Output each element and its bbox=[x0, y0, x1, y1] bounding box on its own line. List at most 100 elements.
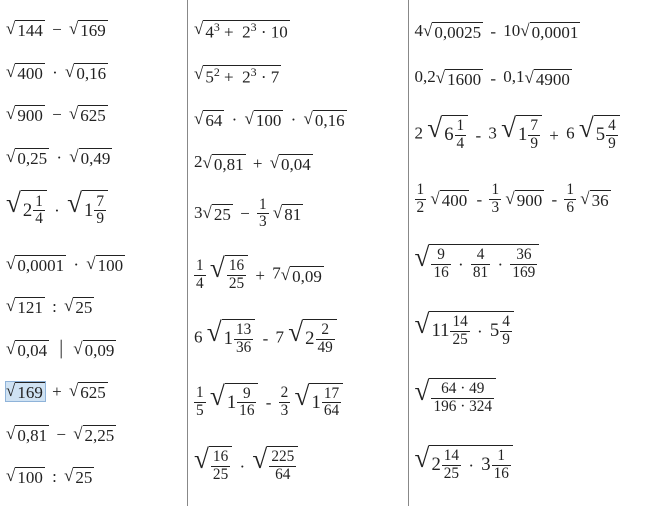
whole: 2 bbox=[23, 200, 32, 221]
radicand: 625 bbox=[78, 105, 108, 124]
column-1: √144 − √169 √400 · √0,16 √900 − √625 √0,… bbox=[0, 0, 188, 506]
num: 16 bbox=[211, 449, 230, 467]
den: 5 bbox=[194, 403, 206, 420]
num: 1 bbox=[489, 182, 501, 200]
op-dot: · bbox=[239, 457, 245, 476]
den: 16 bbox=[237, 403, 256, 420]
whole: 1 bbox=[224, 328, 233, 349]
coef: 7 bbox=[272, 264, 281, 283]
op-minus: − bbox=[52, 105, 62, 124]
radicand: 81 bbox=[282, 204, 303, 223]
num: 7 bbox=[94, 194, 106, 212]
den: 4 bbox=[194, 276, 206, 293]
column-3: 4√0,0025 - 10√0,0001 0,2√1600 - 0,1√4900… bbox=[409, 0, 651, 506]
den: 49 bbox=[316, 340, 335, 357]
op-dot: · bbox=[73, 255, 79, 274]
op-dot: · bbox=[54, 201, 60, 220]
den: 9 bbox=[606, 136, 618, 153]
radicand: 100 bbox=[15, 467, 45, 486]
den: 36 bbox=[234, 340, 253, 357]
op-minus: - bbox=[490, 22, 496, 41]
radicand: 36 bbox=[590, 190, 611, 209]
num: 7 bbox=[528, 118, 540, 136]
radicand: 0,0025 bbox=[432, 22, 483, 41]
coef: 0,1 bbox=[503, 67, 524, 86]
num: 36 bbox=[510, 247, 537, 265]
expr: √144 − √169 bbox=[6, 16, 181, 42]
den: 4 bbox=[455, 136, 467, 153]
expr: √0,81 − √2,25 bbox=[6, 421, 181, 447]
column-2: √43 + 23 · 10 √52 + 23 · 7 √64 · √100 · … bbox=[188, 0, 409, 506]
den: 4 bbox=[33, 211, 45, 228]
num: 1 bbox=[194, 258, 206, 276]
op-plus: + bbox=[253, 154, 263, 173]
expr: √ 21425 · 3116 bbox=[415, 442, 645, 488]
radicand: 4900 bbox=[534, 69, 572, 88]
radicand: 169 bbox=[78, 20, 108, 39]
num: 1 bbox=[455, 118, 467, 136]
den: 9 bbox=[528, 136, 540, 153]
expr: 2√0,81 + √0,04 bbox=[194, 150, 402, 176]
radicand: 169 bbox=[15, 382, 45, 401]
expr: √0,0001 · √100 bbox=[6, 251, 181, 277]
coef: 2 bbox=[415, 124, 424, 143]
den: 81 bbox=[471, 265, 490, 282]
op-bar: ⏐ bbox=[56, 340, 66, 359]
expr: √121 : √25 bbox=[6, 294, 181, 320]
radicand: 43 + 23 · 10 bbox=[203, 20, 289, 41]
radicand: 0,25 bbox=[15, 148, 49, 167]
den: 3 bbox=[257, 214, 269, 231]
expr: 15 √1916 - 23 √11764 bbox=[194, 380, 402, 426]
expr: √100 : √25 bbox=[6, 464, 181, 490]
whole: 2 bbox=[431, 454, 440, 475]
den: 2 bbox=[415, 200, 427, 217]
num: 4 bbox=[471, 247, 490, 265]
op-minus: − bbox=[52, 20, 62, 39]
expr: 3√25 − 13 √81 bbox=[194, 194, 402, 235]
expr: 14 √1625 + 7√0,09 bbox=[194, 252, 402, 298]
coef: 7 bbox=[275, 328, 284, 347]
whole: 2 bbox=[305, 328, 314, 349]
whole: 1 bbox=[518, 124, 527, 145]
den: 169 bbox=[510, 265, 537, 282]
den: 3 bbox=[279, 403, 291, 420]
num: 9 bbox=[431, 247, 450, 265]
whole: 6 bbox=[444, 124, 453, 145]
radicand: 0,09 bbox=[290, 266, 324, 285]
radicand: 0,81 bbox=[212, 154, 246, 173]
num: 14 bbox=[442, 448, 461, 466]
op-minus: - bbox=[266, 393, 272, 412]
op-div: : bbox=[52, 297, 57, 316]
radicand: 25 bbox=[212, 204, 233, 223]
num: 2 bbox=[279, 385, 291, 403]
den: 64 bbox=[322, 403, 341, 420]
num: 64 · 49 bbox=[431, 381, 494, 399]
radicand: 900 bbox=[515, 190, 545, 209]
radicand: 64 bbox=[203, 110, 224, 129]
whole: 3 bbox=[481, 454, 490, 475]
den: 16 bbox=[492, 466, 511, 483]
num: 1 bbox=[564, 182, 576, 200]
expr: 0,2√1600 - 0,1√4900 bbox=[415, 65, 645, 91]
whole: 1 bbox=[227, 392, 236, 413]
expr: √52 + 23 · 7 bbox=[194, 62, 402, 89]
expr: 6 √11336 - 7 √2249 bbox=[194, 316, 402, 362]
den: 6 bbox=[564, 200, 576, 217]
den: 9 bbox=[500, 332, 512, 349]
expr: √169 + √625 bbox=[6, 379, 181, 405]
op-minus: - bbox=[475, 126, 481, 145]
coef: 10 bbox=[503, 21, 520, 40]
radicand: 400 bbox=[440, 190, 470, 209]
radicand: 0,04 bbox=[279, 154, 313, 173]
op-dot: · bbox=[52, 63, 58, 82]
num: 13 bbox=[234, 322, 253, 340]
radicand: 900 bbox=[15, 105, 45, 124]
whole: 1 bbox=[84, 200, 93, 221]
coef: 2 bbox=[194, 152, 203, 171]
op-minus: − bbox=[240, 204, 250, 223]
selected-sqrt[interactable]: √169 bbox=[6, 382, 45, 401]
num: 14 bbox=[450, 314, 469, 332]
op-minus: - bbox=[490, 69, 496, 88]
op-minus: − bbox=[56, 425, 66, 444]
radicand: 625 bbox=[78, 382, 108, 401]
